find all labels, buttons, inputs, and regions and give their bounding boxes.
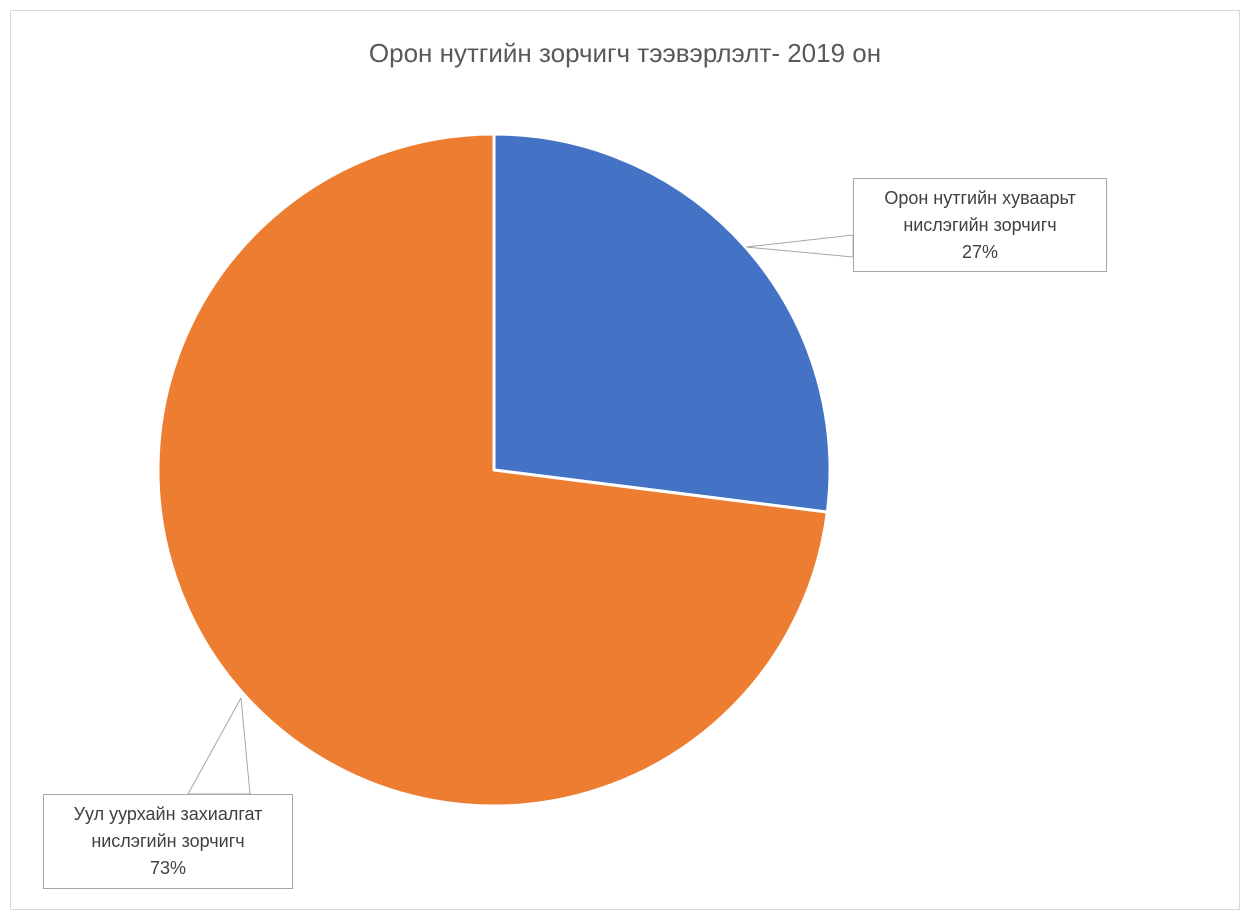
pie-slice-mining-charter-flights: [156, 132, 829, 808]
pie-slice-scheduled-flights: [492, 132, 832, 514]
chart-title: Орон нутгийн зорчигч тээвэрлэлт- 2019 он: [368, 38, 882, 68]
leader-line-scheduled-flights: [745, 234, 854, 258]
data-label-percent: 73%: [149, 858, 187, 878]
data-label-mining-charter-flights: Уул уурхайн захиалгат нислэгийн зорчигч …: [43, 794, 293, 889]
data-label-percent: 27%: [961, 242, 999, 262]
data-label-scheduled-flights: Орон нутгийн хуваарьт нислэгийн зорчигч …: [853, 178, 1107, 272]
data-label-line: нислэгийн зорчигч: [903, 215, 1057, 235]
data-label-line: Уул уурхайн захиалгат: [73, 804, 263, 824]
leader-line-mining-charter-flights: [187, 697, 251, 795]
data-label-line: нислэгийн зорчигч: [91, 831, 245, 851]
data-label-line: Орон нутгийн хуваарьт: [884, 188, 1076, 208]
